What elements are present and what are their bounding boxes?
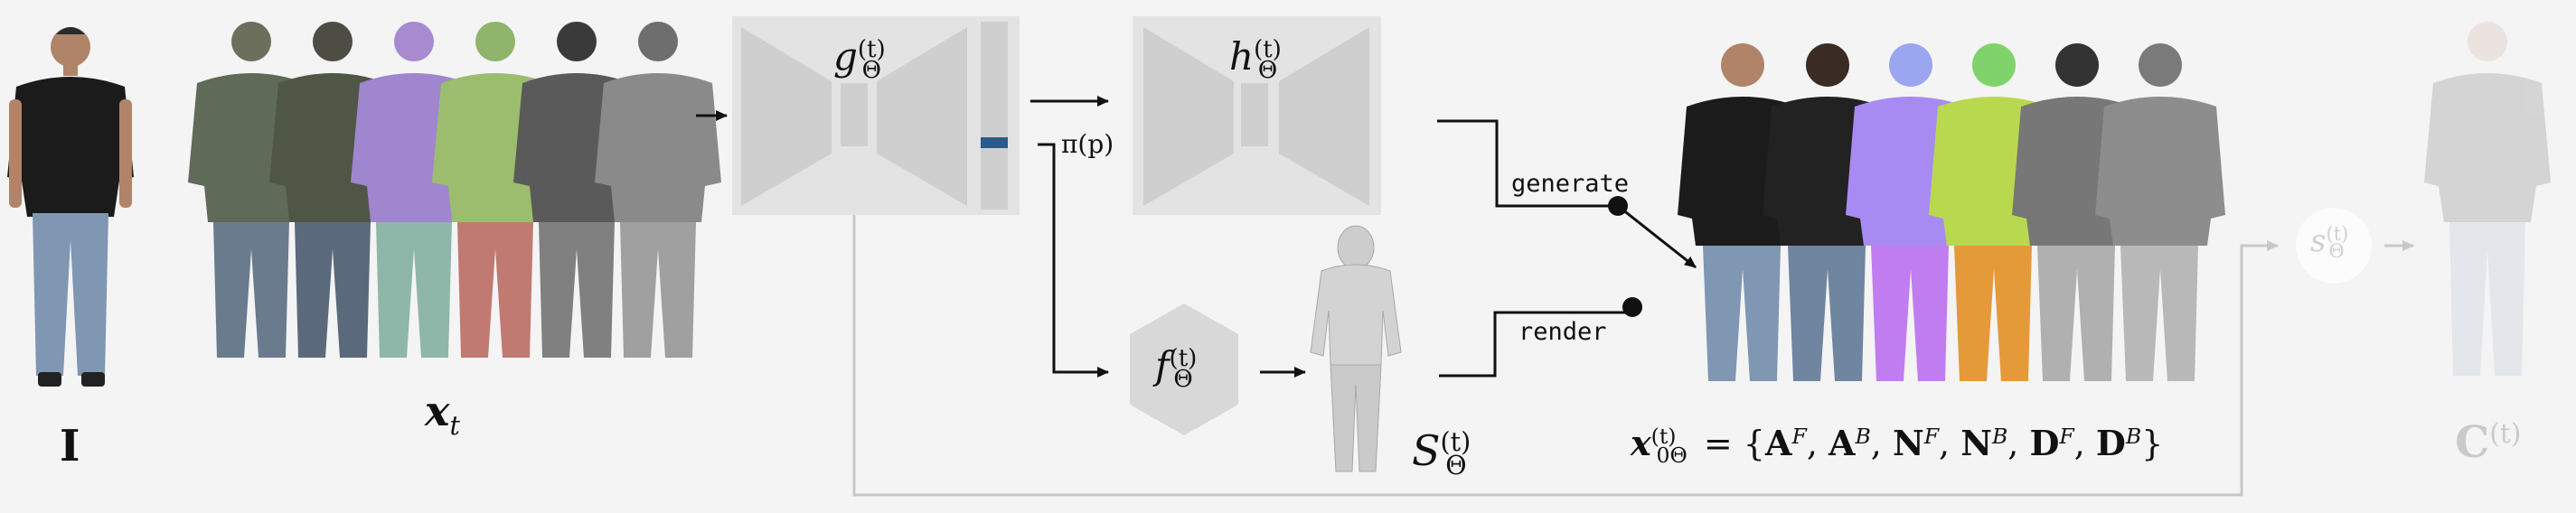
noisy-silhouette-depth-back [595, 22, 721, 358]
shading-node [2296, 208, 2372, 284]
network-f-hexagon [1130, 303, 1238, 435]
feedback-loop-line [852, 215, 2279, 497]
output-item-sup: F [2059, 424, 2074, 450]
output-item-base: D [2095, 423, 2126, 463]
output-set-item: DB [2096, 424, 2141, 463]
network-g-label: g(t)Θ [833, 34, 886, 85]
output-item-sup: F [1791, 424, 1807, 450]
output-set-item: NF [1893, 424, 1939, 463]
output-item-base: D [2029, 423, 2060, 463]
output-item-sup: F [1923, 424, 1940, 450]
network-h-label: h(t)Θ [1229, 34, 1282, 85]
output-set-item: AF [1765, 424, 1807, 463]
shading-label: s(t)Θ [2310, 222, 2349, 263]
output-item-sup: B [1991, 424, 2008, 450]
output-equation: x(t)0Θ = {AF, AB, NF, NB, DF, DB} [1631, 423, 2164, 469]
render-label: render [1515, 320, 1611, 344]
network-g-block [732, 16, 1020, 215]
output-stack [1678, 43, 2225, 381]
generate-label: generate [1508, 172, 1633, 196]
output-item-base: N [1960, 423, 1992, 463]
render-switch-dot [1622, 297, 1642, 317]
noisy-input-label: xt [425, 387, 460, 441]
output-set-item: NB [1960, 424, 2007, 463]
output-item-sup: B [1855, 424, 1871, 450]
output-item-base: N [1892, 423, 1924, 463]
latent-token [981, 137, 1008, 148]
output-item-sup: B [2125, 424, 2142, 450]
arrow-g-to-f [1038, 143, 1109, 378]
network-h-block [1133, 16, 1381, 215]
mesh-label: S(t)Θ [1412, 426, 1471, 480]
output-depth-back [2095, 43, 2225, 381]
render-connector [1439, 311, 1632, 378]
input-person-figure [7, 27, 134, 387]
input-image-label: I [60, 421, 80, 471]
noisy-input-stack [188, 22, 721, 358]
mesh-figure [1310, 225, 1402, 472]
generate-connector [1437, 119, 1697, 269]
output-set-items: AF, AB, NF, NB, DF, DB [1765, 423, 2142, 463]
output-item-base: A [1829, 423, 1856, 463]
generate-switch-dot [1608, 196, 1628, 216]
output-item-base: A [1765, 423, 1792, 463]
final-output-label: C(t) [2455, 417, 2522, 468]
output-set-item: AB [1829, 424, 1871, 463]
network-f-label: f(t)Θ [1155, 343, 1198, 394]
projection-label: π(p) [1061, 129, 1114, 159]
output-set-item: DF [2029, 424, 2073, 463]
final-output-figure [2424, 22, 2551, 376]
